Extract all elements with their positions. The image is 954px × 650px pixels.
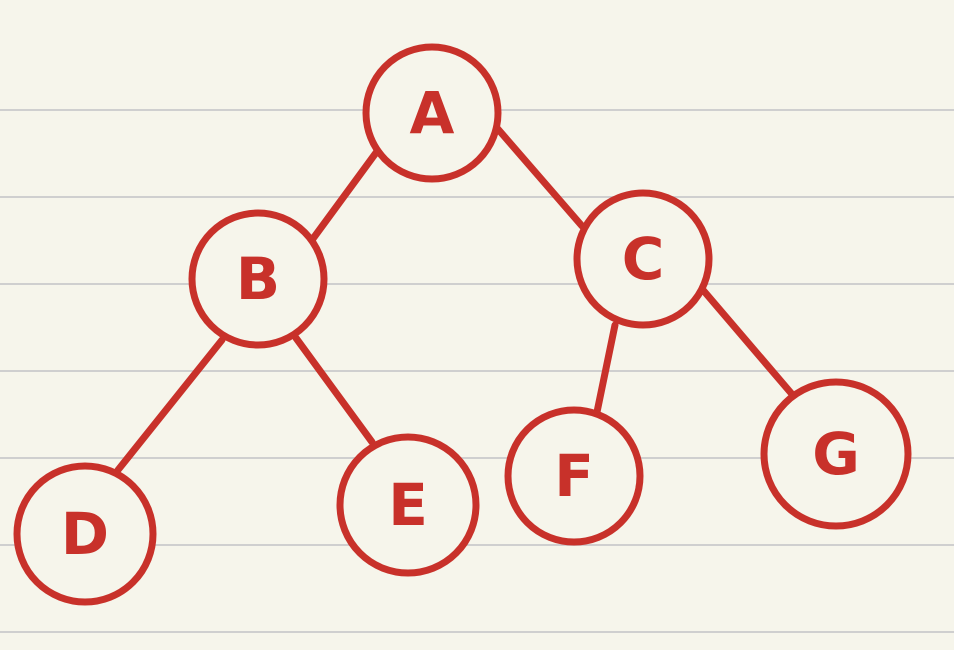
node-e-circle <box>336 433 480 577</box>
tree-nodes: A B C D E F G <box>13 43 912 606</box>
edge-c-f <box>593 321 619 416</box>
node-e: E <box>336 433 480 577</box>
node-g: G <box>760 378 912 530</box>
node-d-circle <box>13 462 157 606</box>
node-d-label: D <box>61 500 109 568</box>
node-a-label: A <box>410 79 455 147</box>
node-g-label: G <box>812 420 860 488</box>
node-c-label: C <box>622 225 665 293</box>
edge-b-e <box>292 334 376 446</box>
node-b-circle <box>188 209 328 349</box>
node-e-label: E <box>388 471 428 539</box>
node-a-circle <box>362 43 502 183</box>
node-g-circle <box>760 378 912 530</box>
node-c: C <box>573 189 713 329</box>
node-a: A <box>362 43 502 183</box>
edge-b-d <box>114 336 226 474</box>
node-f-circle <box>504 406 644 546</box>
node-f-label: F <box>554 442 594 510</box>
node-f: F <box>504 406 644 546</box>
node-c-circle <box>573 189 713 329</box>
node-b: B <box>188 209 328 349</box>
edge-a-b <box>308 146 382 244</box>
node-d: D <box>13 462 157 606</box>
node-b-label: B <box>236 245 280 313</box>
tree-edges <box>114 124 795 474</box>
notebook-rule-lines <box>0 109 954 633</box>
edge-c-g <box>699 286 795 397</box>
edge-a-c <box>493 124 586 230</box>
